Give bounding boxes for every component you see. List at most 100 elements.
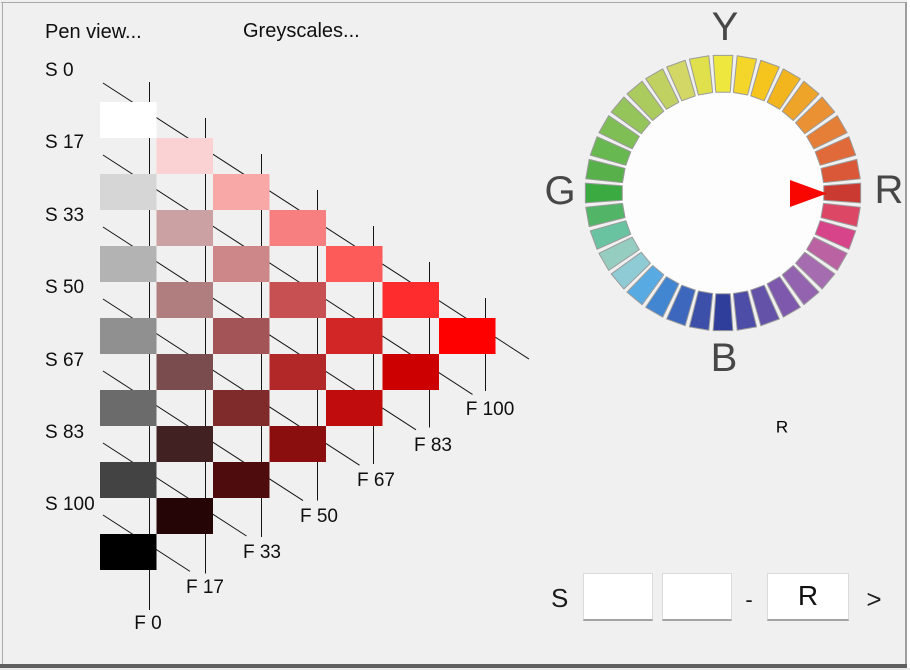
wheel-label-yellow: Y [711,5,739,49]
hue-segment[interactable] [645,68,680,110]
triangle-swatch[interactable] [269,210,327,246]
hue-segment[interactable] [645,276,680,318]
hue-segment[interactable] [814,136,857,166]
value-input-2[interactable] [662,573,732,621]
triangle-swatch[interactable] [213,462,270,498]
hue-segment[interactable] [823,182,862,204]
window-border-right [905,2,907,664]
triangle-swatch[interactable] [100,318,157,354]
hue-segment[interactable] [585,202,626,228]
s-prefix-label: S [551,583,569,613]
f-label: F 0 [134,613,162,634]
wheel-inner-disc [620,90,826,296]
greyscales-button[interactable]: Greyscales... [243,20,360,42]
pen-view-button[interactable]: Pen view... [45,21,142,43]
wheel-label-red: R [874,168,904,212]
hue-segment[interactable] [750,284,780,327]
next-button[interactable]: > [866,584,882,614]
triangle-swatch[interactable] [100,462,157,498]
triangle-swatch[interactable] [326,246,383,282]
triangle-swatch[interactable] [213,174,270,210]
f-label: F 83 [413,434,453,456]
separator-dash: - [745,587,753,612]
hue-segment[interactable] [806,115,848,150]
hue-segment[interactable] [688,55,714,96]
hue-segment[interactable] [589,220,632,250]
s-label: S 17 [45,132,85,154]
hue-segment[interactable] [781,265,820,306]
s-label: S 67 [45,349,85,371]
hue-segment[interactable] [814,220,857,250]
triangle-swatch[interactable] [156,354,214,390]
s-grid-line [102,442,247,537]
hue-segment[interactable] [712,54,734,93]
triangle-swatch[interactable] [269,426,327,462]
hue-segment[interactable] [712,293,734,332]
hue-segment[interactable] [766,276,801,318]
hue-segment[interactable] [598,115,640,150]
window-margin-bottom [0,668,910,670]
hue-segment[interactable] [820,202,861,228]
triangle-swatch[interactable] [100,534,157,570]
hue-segment[interactable] [584,182,623,204]
triangle-swatch[interactable] [326,318,383,354]
hue-segment[interactable] [626,80,665,121]
hue-segment[interactable] [626,265,665,306]
s-label: S 50 [45,277,85,299]
hue-segment[interactable] [598,236,640,271]
hue-segment[interactable] [750,59,780,102]
hue-wheel[interactable] [530,0,910,390]
hue-segment[interactable] [666,284,696,327]
color-triangle [100,82,530,610]
hue-segment[interactable] [732,290,758,331]
hue-segment[interactable] [766,68,801,110]
hue-segment[interactable] [666,59,696,102]
s-label: S 0 [45,60,74,81]
hue-segment[interactable] [585,158,626,184]
triangle-swatch[interactable] [439,318,496,354]
triangle-swatch[interactable] [382,282,440,318]
window-margin-right [907,0,910,670]
triangle-swatch[interactable] [156,282,214,318]
hue-segment[interactable] [688,290,714,331]
hue-segment[interactable] [806,236,848,271]
wheel-label-green: G [544,169,576,213]
f-label: F 33 [242,541,282,563]
triangle-swatch[interactable] [100,174,157,210]
hue-value-box[interactable]: R [767,573,849,621]
triangle-swatch[interactable] [269,282,327,318]
triangle-swatch[interactable] [156,498,214,534]
value-input-1[interactable] [583,573,653,621]
f-label: F 17 [185,577,225,599]
triangle-swatch[interactable] [326,390,383,426]
s-label: S 33 [45,204,85,226]
triangle-swatch[interactable] [100,390,157,426]
triangle-swatch[interactable] [156,210,214,246]
s-label: S 100 [45,494,95,516]
triangle-swatch[interactable] [213,318,270,354]
f-label: F 100 [465,398,515,420]
hue-segment[interactable] [795,96,836,135]
hue-segment[interactable] [781,80,820,121]
hue-segment[interactable] [795,251,836,290]
hue-segment[interactable] [820,158,861,184]
hue-segment[interactable] [732,55,758,96]
triangle-swatch[interactable] [156,426,214,462]
hue-segment[interactable] [589,136,632,166]
triangle-swatch[interactable] [100,246,157,282]
triangle-swatch[interactable] [100,102,157,138]
hue-segment[interactable] [610,251,651,290]
hue-pointer[interactable] [790,180,827,207]
window-border-left [2,2,3,664]
window-border-bottom[interactable] [0,664,907,668]
selected-hue-label: R [775,417,789,437]
s-label: S 83 [45,422,85,443]
hue-segment[interactable] [610,96,651,135]
triangle-swatch[interactable] [213,390,270,426]
triangle-swatch[interactable] [269,354,327,390]
f-label: F 50 [299,505,339,527]
triangle-swatch[interactable] [213,246,270,282]
triangle-swatch[interactable] [156,138,214,174]
triangle-swatch[interactable] [382,354,440,390]
